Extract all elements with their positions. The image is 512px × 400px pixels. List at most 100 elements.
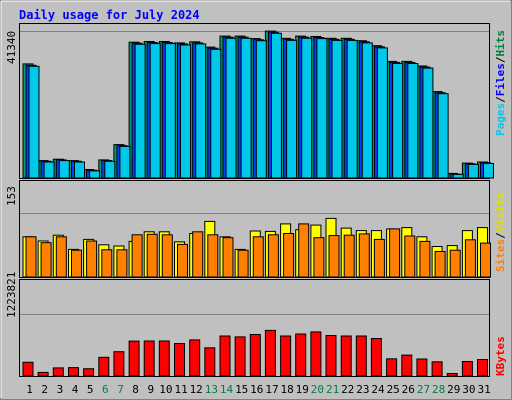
legend-bot: KBytes — [494, 336, 507, 376]
mid-bar-sites-23 — [358, 233, 370, 278]
mid-bar-sites-4 — [71, 249, 82, 278]
legend-top: Pages/Files/Hits — [494, 30, 507, 136]
x-label-22: 22 — [341, 383, 354, 396]
legend-top-part-1: / — [494, 96, 507, 103]
mid-bar-sites-1 — [25, 236, 37, 278]
mid-bar-sites-18 — [283, 233, 295, 278]
top-bar-pages-4 — [74, 161, 85, 179]
top-bar-pages-21 — [331, 39, 343, 179]
bot-bar-kbytes-20 — [310, 331, 322, 377]
legend-top-part-4: Hits — [494, 30, 507, 57]
top-bar-pages-3 — [58, 160, 70, 179]
mid-bar-sites-19 — [298, 223, 310, 278]
bot-bar-kbytes-9 — [143, 340, 155, 377]
gridlines — [20, 31, 489, 315]
x-label-29: 29 — [447, 383, 460, 396]
top-bar-pages-31 — [483, 162, 494, 179]
mid-bar-sites-22 — [343, 234, 355, 278]
top-bar-pages-26 — [407, 63, 419, 179]
legend-mid-part-0: Sites — [494, 239, 507, 272]
x-label-16: 16 — [250, 383, 263, 396]
mid-bar-sites-27 — [419, 240, 431, 278]
mid-bar-sites-8 — [131, 234, 143, 278]
x-label-3: 3 — [57, 383, 64, 396]
top-bar-pages-20 — [316, 38, 328, 179]
top-bar-pages-1 — [28, 65, 40, 179]
bot-bar-kbytes-15 — [234, 336, 246, 377]
x-label-6: 6 — [102, 383, 109, 396]
top-bar-pages-22 — [346, 39, 358, 179]
x-label-7: 7 — [117, 383, 124, 396]
mid-bar-sites-30 — [464, 239, 476, 278]
chart-title: Daily usage for July 2024 — [19, 8, 200, 22]
top-bar-pages-9 — [149, 43, 161, 179]
bot-bar-kbytes-7 — [113, 351, 125, 377]
top-bar-pages-18 — [286, 39, 298, 179]
top-bar-pages-12 — [195, 43, 207, 179]
top-bar-pages-6 — [104, 160, 116, 179]
x-axis-labels: 1 2 3 4 5 6 7 8 9 10 11 12 13 14 15 16 17 18 19 20 21 22 23 24 2… — [26, 383, 490, 396]
mid-bar-sites-3 — [55, 236, 67, 278]
mid-bar-sites-12 — [192, 231, 204, 278]
mid-bar-sites-17 — [267, 234, 279, 278]
x-label-2: 2 — [41, 383, 48, 396]
mid-bar-sites-31 — [480, 242, 491, 278]
bot-bar-kbytes-10 — [158, 340, 170, 377]
mid-bar-sites-5 — [86, 240, 98, 278]
legend-mid: Sites/Visits — [494, 193, 507, 273]
bot-bar-kbytes-22 — [340, 335, 352, 377]
bot-bar-kbytes-27 — [416, 358, 428, 377]
top-bar-pages-16 — [255, 40, 267, 179]
x-label-23: 23 — [356, 383, 369, 396]
x-label-21: 21 — [326, 383, 339, 396]
top-bar-pages-24 — [376, 47, 388, 179]
mid-bar-sites-11 — [177, 243, 188, 278]
x-label-31: 31 — [477, 383, 490, 396]
mid-bar-sites-10 — [161, 234, 173, 278]
bot-bar-kbytes-4 — [68, 367, 79, 377]
top-bar-pages-7 — [119, 145, 131, 179]
bot-bar-kbytes-8 — [128, 340, 140, 377]
x-label-9: 9 — [147, 383, 154, 396]
bot-bar-kbytes-18 — [280, 335, 292, 377]
bot-bar-kbytes-30 — [461, 361, 473, 377]
bot-bar-kbytes-14 — [219, 335, 231, 377]
top-bar-pages-5 — [89, 170, 101, 179]
bot-bar-kbytes-16 — [249, 334, 261, 377]
x-label-10: 10 — [159, 383, 172, 396]
legend-top-part-2: Files — [494, 63, 507, 96]
top-bar-pages-13 — [210, 48, 222, 179]
bot-bar-kbytes-2 — [37, 371, 49, 377]
bot-bar-kbytes-13 — [204, 347, 216, 377]
bot-bar-kbytes-21 — [325, 335, 337, 377]
mid-bar-sites-28 — [434, 251, 446, 278]
mid-bar-sites-16 — [252, 236, 264, 278]
bot-bar-kbytes-12 — [189, 339, 201, 377]
x-label-28: 28 — [432, 383, 445, 396]
bot-bar-kbytes-17 — [264, 329, 276, 377]
x-label-17: 17 — [265, 383, 278, 396]
top-bar-pages-15 — [240, 37, 252, 179]
mid-bar-sites-9 — [146, 233, 158, 278]
legend-top-part-0: Pages — [494, 103, 507, 136]
top-bar-pages-10 — [164, 43, 176, 179]
bot-bar-kbytes-31 — [477, 359, 488, 377]
bot-bar-kbytes-6 — [98, 356, 110, 377]
bars — [22, 30, 494, 377]
mid-bar-sites-26 — [404, 235, 416, 278]
x-label-5: 5 — [87, 383, 94, 396]
top-bar-pages-8 — [134, 43, 146, 179]
mid-bar-sites-29 — [449, 249, 461, 278]
bot-bar-kbytes-29 — [446, 373, 458, 377]
top-bar-pages-25 — [392, 63, 404, 179]
legend-bot-part-0: KBytes — [494, 336, 507, 376]
bot-bar-kbytes-3 — [52, 367, 64, 377]
x-label-25: 25 — [387, 383, 400, 396]
mid-max-label: 153 — [5, 186, 18, 206]
x-label-19: 19 — [296, 383, 309, 396]
bot-bar-kbytes-5 — [83, 368, 95, 377]
x-label-14: 14 — [220, 383, 234, 396]
x-label-13: 13 — [205, 383, 218, 396]
mid-bar-sites-7 — [116, 249, 128, 278]
